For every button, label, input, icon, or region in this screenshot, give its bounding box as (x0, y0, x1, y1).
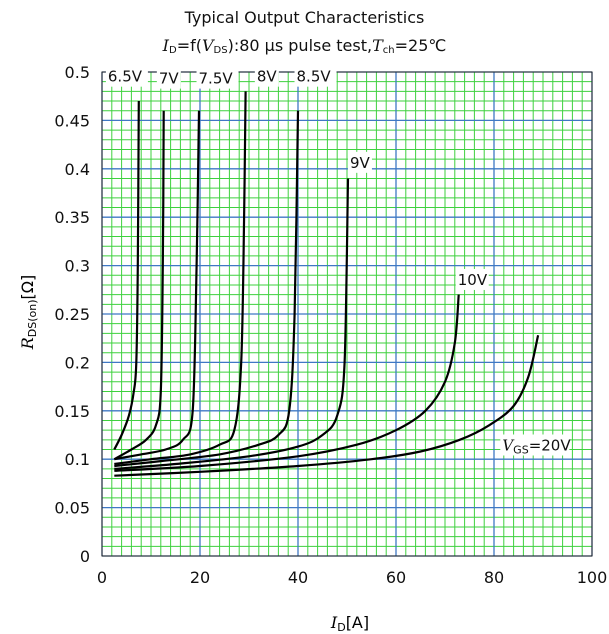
curve-label-bg (254, 65, 279, 87)
x-tick-label: 100 (577, 568, 608, 587)
series-line-6-5v (113, 100, 140, 450)
subtitle-vds-subscript: DS (213, 45, 228, 56)
series-line-8v (114, 91, 247, 466)
plot-frame (101, 71, 593, 557)
curve-label: VGS=20V (502, 436, 571, 456)
series-line-7-5v (114, 110, 201, 461)
subtitle-temperature: =25℃ (394, 36, 447, 55)
series-line-7v (113, 110, 165, 461)
x-tick-label: 40 (288, 568, 308, 587)
tick-labels: 0 20 40 60 80 100 0 0.05 0.1 0.15 0.2 0.25 0.3 0.35 0.… (54, 63, 607, 587)
y-tick-label: 0.05 (54, 499, 90, 518)
curve-label: 9V (350, 154, 371, 172)
series-line-8-5v (114, 110, 300, 468)
y-tick-label: 0.15 (54, 402, 90, 421)
curve-label: 7.5V (199, 70, 234, 88)
curve-label-bg (294, 65, 337, 87)
subtitle-id-subscript: D (168, 45, 177, 56)
y-tick-label: 0.2 (65, 353, 90, 372)
series-lines (113, 91, 540, 477)
curve-label-bg (105, 65, 148, 87)
series-line-10v (114, 294, 460, 472)
y-tick-label: 0.1 (65, 450, 90, 469)
subtitle-t-subscript: ch (382, 45, 395, 56)
x-tick-label: 0 (97, 568, 107, 587)
curve-label: 8.5V (297, 68, 332, 86)
subtitle-t-symbol: T (372, 36, 383, 55)
subtitle-test-conditions: ):80 μs pulse test, (227, 36, 373, 55)
curve-labels: 6.5V 7V 7.5V 8V 8.5V 9V 10V VGS=20V (105, 65, 571, 456)
y-tick-label: 0.25 (54, 305, 90, 324)
x-tick-label: 60 (386, 568, 406, 587)
curve-label: 10V (458, 271, 488, 289)
x-tick-label: 80 (484, 568, 504, 587)
curve-label-bg (156, 67, 181, 89)
grid (101, 71, 593, 557)
x-tick-label: 20 (190, 568, 210, 587)
series-line-9v (114, 178, 350, 470)
y-tick-label: 0.45 (54, 111, 90, 130)
y-tick-label: 0.4 (65, 160, 90, 179)
y-tick-label: 0.35 (54, 208, 90, 227)
chart-subtitle: ID=f(VDS):80 μs pulse test,Tch=25℃ (0, 36, 609, 56)
curve-label: 6.5V (108, 68, 143, 86)
curve-label: 7V (159, 70, 180, 88)
x-axis-label: ID[A] (330, 613, 369, 634)
subtitle-function: =f( (176, 36, 202, 55)
chart-title: Typical Output Characteristics (184, 8, 425, 27)
subtitle-vds-symbol: V (201, 36, 214, 55)
y-axis-label: RDS(on)[Ω] (18, 275, 39, 351)
curve-label-bg (455, 268, 489, 290)
y-tick-label: 0.5 (65, 63, 90, 82)
curve-label: 8V (257, 68, 278, 86)
subtitle-id-symbol: I (162, 36, 169, 55)
curve-label-bg (500, 434, 570, 456)
y-tick-label: 0 (80, 547, 90, 566)
curve-label-bg (347, 151, 372, 173)
curve-label-bg (196, 67, 239, 89)
y-tick-label: 0.3 (65, 257, 90, 276)
series-line-vgs-20v (114, 335, 540, 477)
